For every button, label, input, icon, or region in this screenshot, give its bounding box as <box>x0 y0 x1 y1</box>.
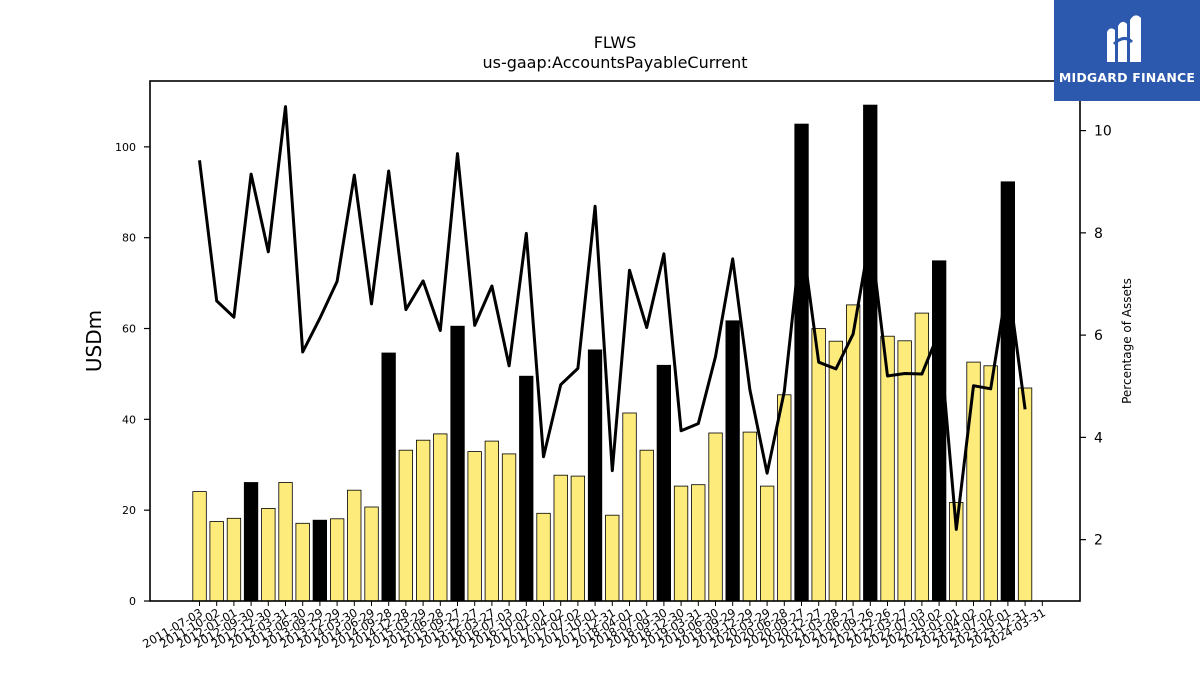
chart-title: FLWS <box>594 33 637 52</box>
y-tick-label: 0 <box>129 595 136 608</box>
bar-2014-03-30 <box>347 489 362 602</box>
bar-2019-09-29 <box>725 320 740 602</box>
bar-2021-03-28 <box>828 340 843 602</box>
bar-2013-12-29 <box>329 518 345 602</box>
bar-2019-12-29 <box>742 431 757 602</box>
plot-frame <box>149 80 1081 602</box>
bar-2021-06-27 <box>846 304 861 602</box>
bar-2023-04-02 <box>966 361 981 602</box>
y2-tick-label: 8 <box>1094 226 1103 242</box>
bar-2019-03-31 <box>691 484 706 602</box>
y2-tick-label: 2 <box>1094 533 1103 549</box>
bar-2020-06-28 <box>777 394 792 602</box>
bar-2019-06-30 <box>708 432 723 602</box>
bar-2012-12-30 <box>261 507 276 602</box>
logo-text: MIDGARD FINANCE <box>1058 70 1196 85</box>
bar-2015-03-29 <box>415 439 431 602</box>
bar-2023-10-01 <box>1000 181 1015 602</box>
bar-2018-07-01 <box>639 449 654 602</box>
chart-subtitle: us-gaap:AccountsPayableCurrent <box>482 53 747 72</box>
bar-2012-01-01 <box>226 517 242 602</box>
y-tick-label: 60 <box>122 323 136 336</box>
bar-2017-04-02 <box>553 474 568 602</box>
bar-2022-03-27 <box>897 340 912 602</box>
y-tick-label: 40 <box>122 413 136 426</box>
bar-2021-09-26 <box>863 104 878 602</box>
bar-2017-01-01 <box>536 512 551 602</box>
bar-2023-07-02 <box>983 365 998 602</box>
bar-2015-09-27 <box>450 325 465 602</box>
bar-2020-03-29 <box>760 485 775 602</box>
bar-2014-09-28 <box>381 352 396 602</box>
bar-2017-12-31 <box>605 514 620 602</box>
y-tick-label: 20 <box>122 504 136 517</box>
bar-2020-09-27 <box>794 123 809 602</box>
bar-2013-09-29 <box>312 519 328 602</box>
bar-2015-06-28 <box>433 433 448 602</box>
bar-2013-03-31 <box>278 482 293 602</box>
left-axis: 0 20 40 60 80 100 <box>115 141 150 608</box>
bar-2018-12-30 <box>673 485 689 602</box>
bar-2018-09-30 <box>656 364 671 602</box>
bar-2014-12-28 <box>398 449 414 602</box>
bar-2011-10-02 <box>209 521 224 602</box>
bar-series <box>192 104 1033 602</box>
bar-2022-07-03 <box>914 312 929 602</box>
bar-2015-12-27 <box>467 451 482 602</box>
bar-2016-03-27 <box>484 440 500 602</box>
bar-2018-04-01 <box>622 412 637 602</box>
midgard-m-logo-icon <box>1107 15 1141 62</box>
bar-2016-07-03 <box>501 453 517 602</box>
y-axis-label: USDm <box>82 310 106 372</box>
bar-2013-06-30 <box>295 522 310 602</box>
y2-tick-label: 10 <box>1094 124 1112 140</box>
bar-2022-10-02 <box>932 260 947 602</box>
y2-tick-label: 6 <box>1094 328 1103 344</box>
y-tick-label: 80 <box>122 232 136 245</box>
line-series <box>198 105 1027 531</box>
y-tick-label: 100 <box>115 141 136 154</box>
y2-tick-label: 4 <box>1094 430 1103 446</box>
x-axis: 2011-07-032011-10-022012-01-012012-09-30… <box>140 601 1048 651</box>
bar-2023-12-31 <box>1017 387 1033 602</box>
y2-axis-label: Percentage of Assets <box>1120 278 1134 404</box>
bar-2014-06-29 <box>364 506 379 602</box>
bar-2011-07-03 <box>192 491 207 602</box>
bar-2017-10-01 <box>587 349 603 602</box>
right-axis: 2 4 6 8 10 <box>1080 124 1112 549</box>
bar-2020-12-27 <box>811 328 826 602</box>
midgard-finance-logo: MIDGARD FINANCE <box>1054 0 1200 101</box>
bar-2016-10-02 <box>519 375 534 602</box>
bar-2012-09-30 <box>243 482 259 602</box>
bar-2017-07-02 <box>570 475 585 602</box>
